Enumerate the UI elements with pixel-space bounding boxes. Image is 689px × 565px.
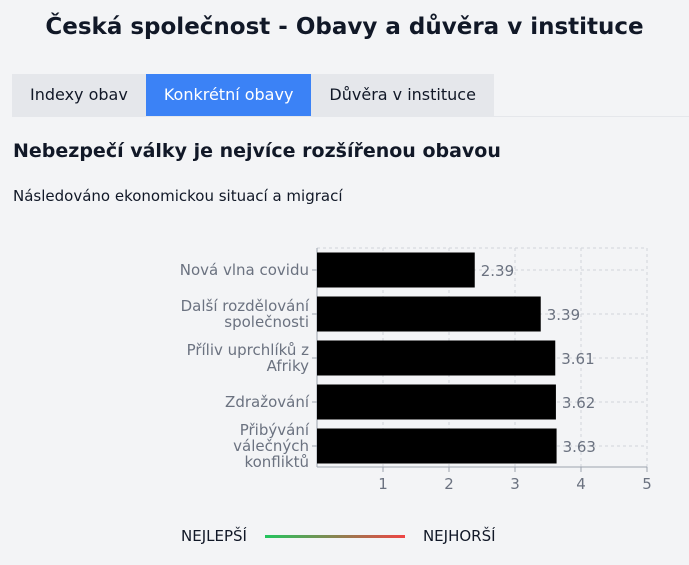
y-category-label: Nová vlna covidu [180,261,309,279]
bar [317,428,557,464]
tab-konkretni-obavy[interactable]: Konkrétní obavy [145,74,312,116]
y-category-label: Příliv uprchlíků z [187,341,310,359]
bar-value-label: 3.63 [563,438,596,456]
bar-chart: 1 2 3 4 5 2.39 Nová vlna covidu 3.39 Další rozdě… [180,247,652,493]
legend-worst-label: NEJHORŠÍ [422,527,496,545]
page-title: Česká společnost - Obavy a důvěra v inst… [45,14,644,40]
bar-value-label: 3.61 [561,350,594,368]
y-category-label: válečných [233,437,309,455]
x-tick-label: 2 [444,475,454,493]
color-legend: NEJLEPŠÍ NEJHORŠÍ [181,527,496,545]
y-category-label: konfliktů [244,453,309,471]
bar-value-label: 3.62 [562,394,595,412]
x-tick-label: 1 [378,475,388,493]
x-tick-label: 4 [576,475,586,493]
tab-duvera-v-instituce[interactable]: Důvěra v instituce [311,74,494,116]
y-category-label: Přibývání [240,421,310,439]
bar-value-label: 3.39 [547,306,580,324]
bar [317,384,556,420]
y-category-label: Další rozdělování [181,297,310,315]
bar-value-label: 2.39 [481,262,514,280]
tab-bar: Indexy obav Konkrétní obavy Důvěra v ins… [12,74,689,117]
tab-indexy-obav[interactable]: Indexy obav [12,74,146,116]
legend-best-label: NEJLEPŠÍ [181,527,247,545]
y-category-label: společnosti [224,313,309,331]
chart-subheading: Následováno ekonomickou situací a migrac… [13,187,343,205]
chart-heading: Nebezpečí války je nejvíce rozšířenou ob… [13,140,501,162]
y-category-label: Afriky [267,357,309,375]
bar [317,296,541,332]
bar [317,340,556,376]
legend-gradient [264,534,405,538]
x-tick-label: 3 [510,475,520,493]
x-tick-label: 5 [642,475,652,493]
y-category-label: Zdražování [225,393,310,411]
bar [317,252,475,288]
